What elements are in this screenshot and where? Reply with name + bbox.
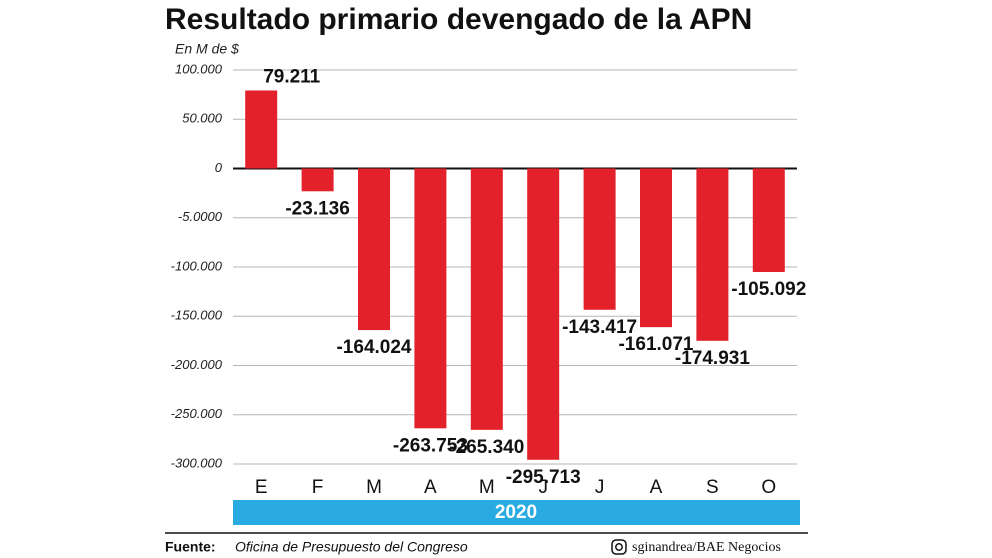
x-tick-label: M (479, 477, 495, 498)
y-tick-label: -200.000 (171, 357, 223, 372)
value-label: -174.931 (675, 348, 750, 369)
value-label: -295.713 (506, 467, 581, 488)
period-band (233, 500, 800, 525)
unit-label: En M de $ (175, 41, 239, 57)
x-tick-label: M (366, 477, 382, 498)
bar (245, 90, 278, 169)
instagram-icon-lens (615, 543, 623, 551)
instagram-icon (611, 539, 627, 555)
bar (752, 168, 785, 273)
value-label: -105.092 (731, 279, 806, 300)
y-tick-label: 100.000 (175, 61, 223, 76)
value-label: -143.417 (562, 317, 637, 338)
bar (527, 168, 560, 460)
chart-title: Resultado primario devengado de la APN (165, 3, 752, 36)
y-tick-label: 0 (215, 160, 223, 175)
value-label: -164.024 (336, 337, 411, 358)
y-tick-label: -150.000 (171, 308, 223, 323)
y-tick-label: -250.000 (171, 406, 223, 421)
bar (640, 168, 672, 328)
value-label: -263.753 (393, 435, 468, 456)
x-tick-label: J (538, 477, 548, 498)
x-tick-label: J (595, 477, 605, 498)
bar (583, 168, 616, 310)
x-tick-label: S (706, 477, 719, 498)
x-tick-label: E (255, 477, 268, 498)
bar (414, 168, 447, 429)
x-tick-label: A (650, 477, 663, 498)
x-tick-label: O (761, 477, 776, 498)
x-tick-label: A (424, 477, 437, 498)
bar (358, 168, 390, 331)
period-label: 2020 (495, 502, 537, 523)
bar (301, 168, 334, 192)
bar (696, 168, 729, 341)
value-label: -23.136 (285, 198, 349, 219)
y-tick-label: -300.000 (171, 455, 223, 470)
value-label: -161.071 (618, 334, 693, 355)
y-tick-label: 50.000 (182, 111, 223, 126)
x-tick-label: F (312, 477, 324, 498)
y-tick-label: -100.000 (171, 258, 223, 273)
source-label: Fuente: (165, 539, 216, 555)
bar (470, 168, 503, 430)
value-label: -265.340 (449, 437, 524, 458)
credit: sginandrea/BAE Negocios (632, 540, 781, 555)
y-tick-label: -5.0000 (178, 209, 223, 224)
value-label: 79.211 (263, 66, 320, 87)
source: Oficina de Presupuesto del Congreso (235, 539, 468, 555)
